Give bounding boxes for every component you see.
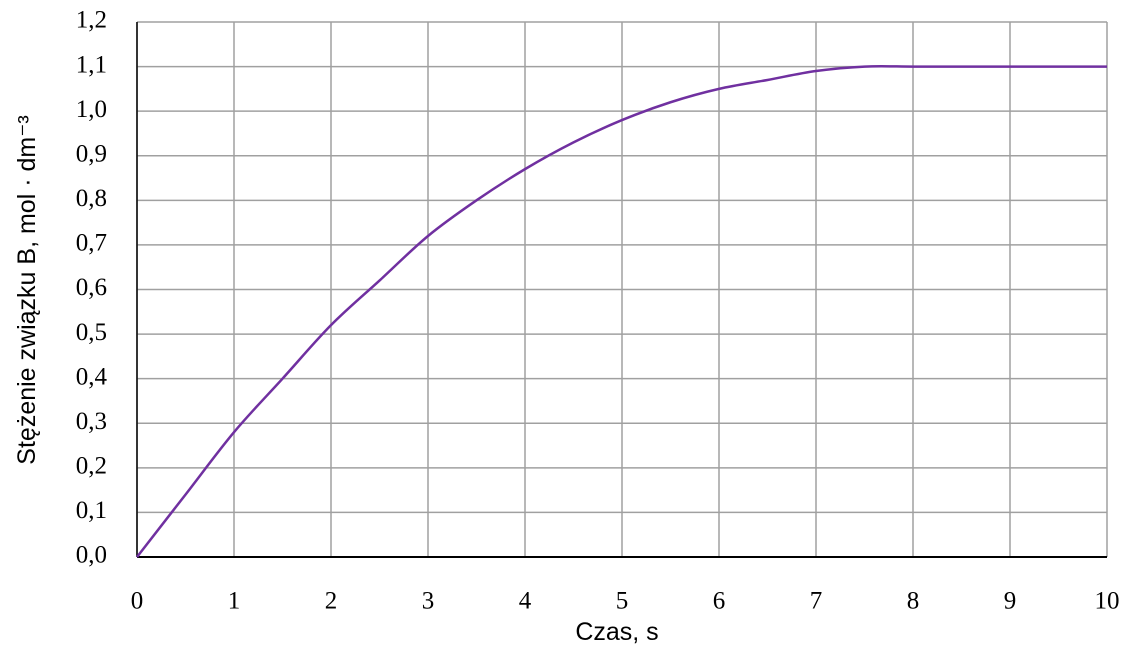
x-tick-label: 2 (325, 588, 338, 615)
x-tick-label: 10 (1095, 588, 1120, 615)
x-tick-label: 5 (616, 588, 629, 615)
x-tick-label: 0 (131, 588, 144, 615)
y-axis-title: Stężenie związku B, mol · dm⁻³ (13, 115, 41, 464)
y-tick-label: 0,1 (76, 497, 107, 524)
y-tick-label: 0,5 (76, 319, 107, 346)
y-tick-label: 1,1 (76, 51, 107, 78)
x-tick-label: 3 (422, 588, 435, 615)
x-tick-label: 9 (1004, 588, 1017, 615)
y-tick-label: 0,6 (76, 274, 107, 301)
x-tick-label: 7 (810, 588, 823, 615)
data-line (136, 65, 1107, 558)
y-tick-label: 0,8 (76, 185, 107, 212)
y-tick-label: 1,2 (76, 7, 107, 34)
x-tick-label: 6 (713, 588, 726, 615)
x-tick-label: 1 (228, 588, 241, 615)
x-tick-label: 8 (907, 588, 920, 615)
y-tick-label: 1,0 (76, 96, 107, 123)
x-tick-label: 4 (519, 588, 532, 615)
y-tick-label: 0,9 (76, 140, 107, 167)
y-tick-label: 0,7 (76, 230, 107, 257)
y-tick-label: 0,3 (76, 408, 107, 435)
x-axis-title: Czas, s (575, 618, 658, 646)
y-tick-label: 0,4 (76, 363, 108, 390)
y-tick-label: 0,2 (76, 453, 107, 480)
y-tick-label: 0,0 (76, 542, 107, 569)
